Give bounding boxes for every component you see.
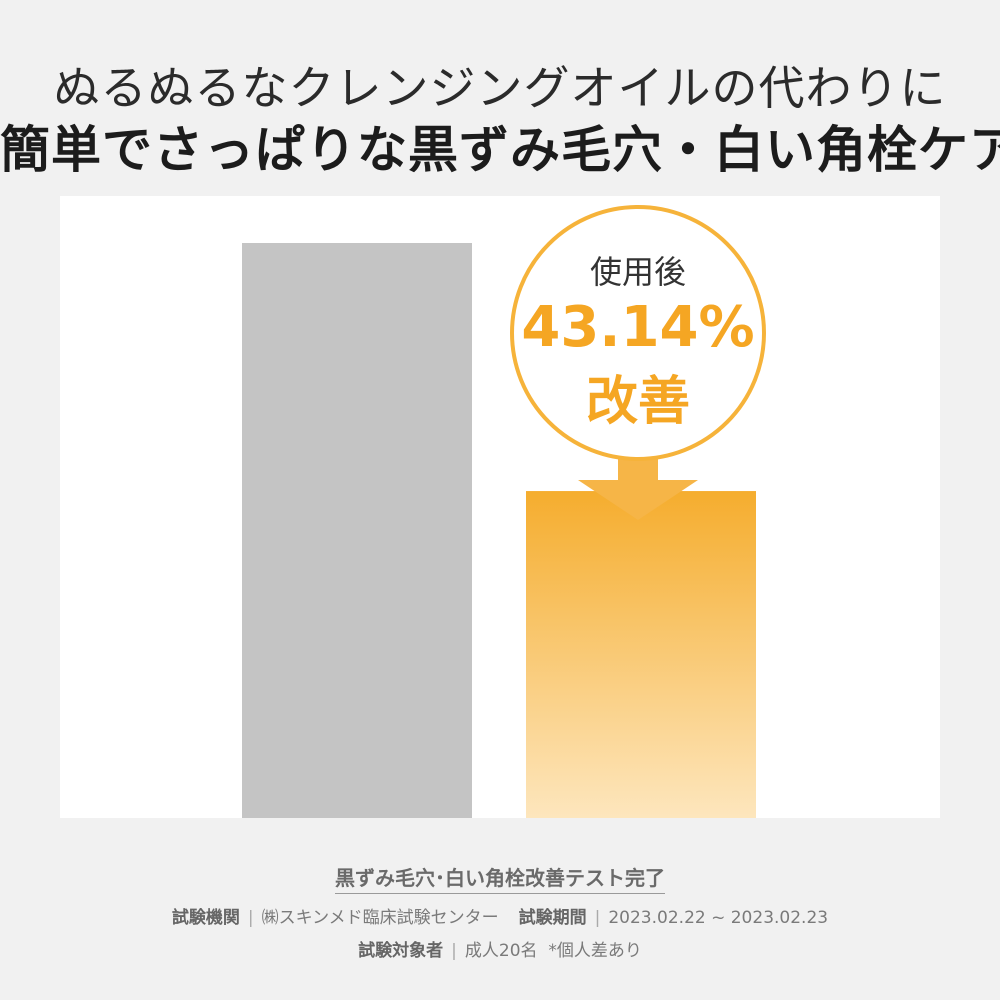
subjects-value: 成人20名 xyxy=(464,941,538,961)
separator: | xyxy=(451,941,457,961)
test-info-line-2: 試験対象者 | 成人20名 *個人差あり xyxy=(0,936,1000,961)
headline-line-1: ぬるぬるなクレンジングオイルの代わりに xyxy=(53,61,947,115)
period-label: 試験期間 xyxy=(518,908,587,928)
test-info-line-1: 試験機関 | ㈱スキンメド臨床試験センター 試験期間 | 2023.02.22 ~ 202… xyxy=(0,903,1000,928)
headline-line-2: 簡単でさっぱりな黒ずみ毛穴・白い角栓ケア xyxy=(0,121,1000,179)
bar-after xyxy=(526,491,756,818)
subjects-label: 試験対象者 xyxy=(358,941,444,961)
improvement-badge: 使用後 43.14% 改善 xyxy=(510,205,766,461)
down-arrow-icon xyxy=(578,452,698,520)
disclaimer-note: *個人差あり xyxy=(548,941,642,961)
bar-before xyxy=(242,243,472,818)
separator: | xyxy=(594,908,601,928)
badge-caption: 使用後 xyxy=(589,253,686,291)
bar-chart xyxy=(242,243,756,818)
test-title: 黒ずみ毛穴･白い角栓改善テスト完了 xyxy=(0,862,1000,894)
period-value: 2023.02.22 ~ 2023.02.23 xyxy=(608,908,829,928)
org-value: ㈱スキンメド臨床試験センター xyxy=(261,908,499,928)
chart-panel xyxy=(60,196,940,818)
badge-label: 改善 xyxy=(585,372,690,432)
test-title-text: 黒ずみ毛穴･白い角栓改善テスト完了 xyxy=(335,866,665,894)
org-label: 試験機関 xyxy=(171,908,240,928)
badge-percentage: 43.14% xyxy=(521,295,755,360)
separator: | xyxy=(247,908,254,928)
